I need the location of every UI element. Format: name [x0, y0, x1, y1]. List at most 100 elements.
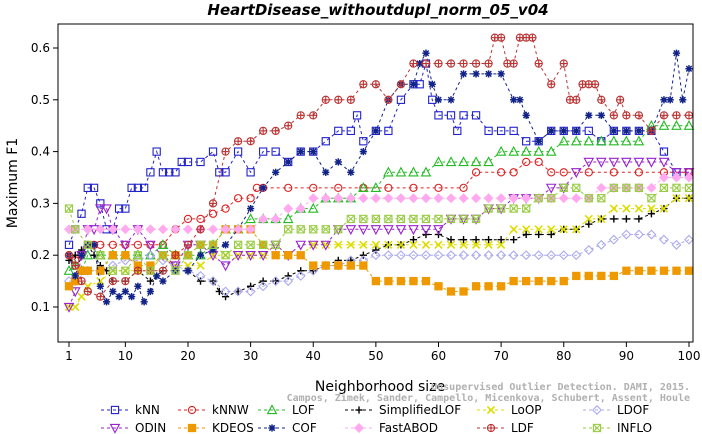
- data-point-kdeos: [609, 271, 618, 281]
- data-point-inflo: [71, 225, 80, 234]
- data-point-kdeos: [64, 282, 74, 291]
- data-point-ldf: [309, 111, 318, 120]
- data-point-odin: [63, 302, 75, 313]
- data-point-inflo: [359, 214, 368, 224]
- data-point-knnw: [246, 194, 255, 203]
- legend-label: INFLO: [617, 421, 652, 434]
- data-point-cof: [134, 282, 142, 290]
- data-point-cof: [140, 298, 148, 306]
- data-point-knn: [165, 168, 174, 177]
- data-point-inflo: [133, 251, 143, 260]
- data-point-knnw: [471, 168, 481, 177]
- legend-marker-ldf: [486, 423, 496, 433]
- data-point-ldof: [483, 250, 494, 261]
- data-point-odin: [596, 157, 607, 168]
- data-point-ldof: [220, 286, 231, 297]
- data-point-knnw: [334, 183, 343, 193]
- data-point-knnw: [108, 240, 117, 249]
- data-point-knn: [140, 183, 149, 193]
- data-point-fastabod: [132, 224, 143, 235]
- data-point-ldof: [195, 270, 206, 281]
- data-point-lof: [395, 166, 407, 177]
- data-point-odin: [145, 240, 156, 251]
- legend-item-inflo: INFLO: [583, 421, 652, 434]
- data-point-inflo: [622, 183, 631, 193]
- data-point-inflo: [484, 204, 493, 213]
- data-point-cof: [516, 96, 524, 104]
- data-point-knnw: [509, 168, 518, 177]
- data-point-fastabod: [684, 172, 694, 183]
- data-point-lof: [671, 119, 682, 130]
- data-point-fastabod: [295, 203, 306, 214]
- data-point-knnw: [208, 209, 218, 218]
- data-point-knnw: [559, 168, 568, 177]
- data-point-kdeos: [296, 251, 305, 260]
- data-point-cof: [422, 49, 430, 57]
- legend-marker-loop: [486, 405, 496, 415]
- x-tick-label: 30: [243, 349, 258, 363]
- x-tick: 20: [180, 342, 196, 363]
- data-point-ldf: [634, 111, 644, 120]
- legend-label: FastABOD: [379, 421, 438, 434]
- data-point-fastabod: [120, 224, 131, 235]
- data-point-odin: [101, 204, 112, 215]
- data-point-cof: [447, 96, 455, 104]
- data-point-knn: [453, 126, 462, 136]
- data-point-ldof: [558, 250, 569, 261]
- data-point-knnw: [233, 194, 243, 203]
- x-tick-label: 80: [556, 349, 571, 363]
- data-point-cof: [679, 96, 687, 104]
- chart-title: HeartDisease_withoutdupl_norm_05_v04: [207, 1, 548, 19]
- data-point-lof: [370, 182, 382, 193]
- data-point-lof: [621, 135, 632, 146]
- data-point-simplifiedlof: [635, 215, 643, 223]
- data-point-fastabod: [208, 224, 219, 235]
- data-point-inflo: [258, 240, 268, 249]
- data-point-cof: [660, 96, 668, 104]
- data-point-cof: [146, 287, 155, 296]
- legend-label: KDEOS: [212, 421, 254, 434]
- data-point-loop: [634, 204, 644, 213]
- data-point-inflo: [609, 183, 618, 193]
- data-point-kdeos: [684, 266, 694, 275]
- data-point-simplifiedlof: [196, 277, 205, 285]
- data-point-lof: [508, 145, 519, 156]
- data-point-fastabod: [558, 193, 569, 204]
- data-point-knn: [89, 183, 99, 193]
- data-point-cof: [535, 137, 543, 145]
- data-point-kdeos: [396, 276, 406, 286]
- data-point-kdeos: [584, 271, 593, 281]
- data-point-ldf: [496, 33, 506, 42]
- data-point-knn: [64, 240, 74, 249]
- legend-label: COF: [292, 421, 317, 434]
- data-point-ldof: [608, 234, 619, 245]
- data-point-cof: [102, 298, 111, 306]
- data-point-cof: [322, 168, 330, 176]
- data-point-cof: [585, 111, 593, 119]
- data-point-ldf: [133, 266, 143, 275]
- data-point-lof: [470, 156, 482, 167]
- data-point-inflo: [459, 214, 468, 224]
- legend-marker-knnw: [187, 405, 197, 415]
- data-point-ldof: [183, 265, 193, 276]
- data-point-ldf: [484, 59, 493, 68]
- data-point-odin: [646, 157, 657, 168]
- data-point-inflo: [409, 214, 418, 224]
- data-point-kdeos: [484, 282, 493, 291]
- x-axis-ticks: 1 10 20 30 40 50 60 70 80 90 100: [65, 342, 700, 363]
- data-point-knnw: [459, 183, 468, 193]
- data-point-cof: [96, 282, 104, 290]
- data-point-loop: [334, 240, 343, 250]
- data-point-ldof: [458, 250, 469, 261]
- legend-label: LOF: [292, 403, 315, 417]
- data-point-ldof: [646, 229, 657, 240]
- data-point-cof: [221, 241, 230, 249]
- data-point-ldf: [615, 95, 625, 104]
- data-point-knnw: [634, 168, 644, 177]
- legend-item-ldof: LDOF: [583, 403, 649, 417]
- data-point-knn: [434, 111, 443, 120]
- x-tick-label: 10: [118, 349, 133, 363]
- data-point-ldf: [208, 199, 218, 208]
- data-point-ldof: [258, 281, 269, 292]
- data-point-cof: [597, 111, 605, 119]
